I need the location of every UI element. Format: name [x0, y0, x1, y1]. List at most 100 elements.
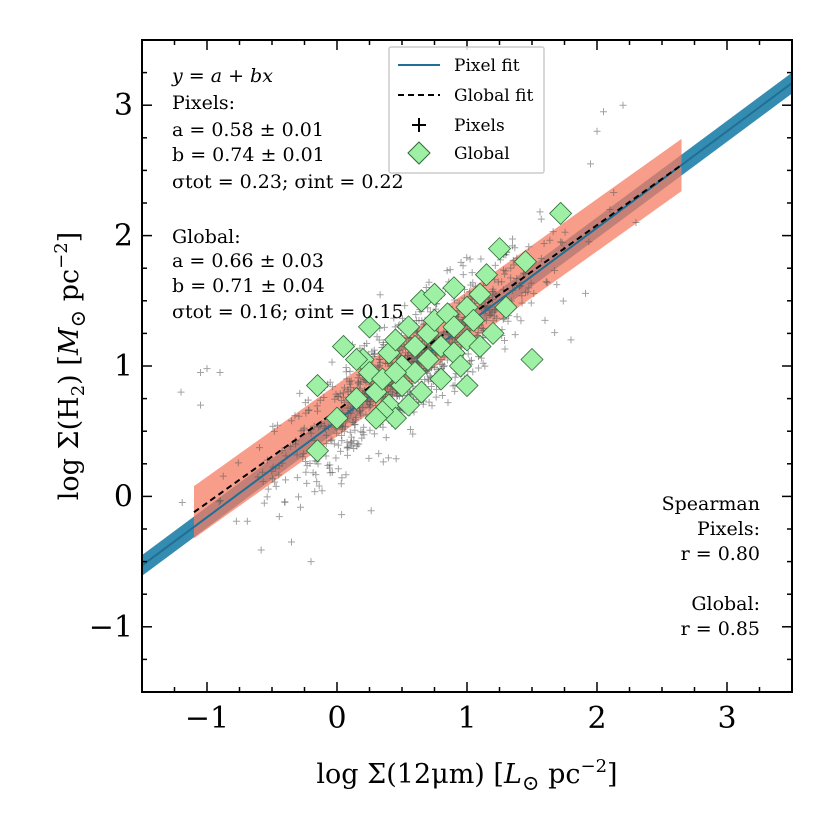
pixel-point — [517, 317, 525, 325]
global-point — [403, 360, 427, 385]
pixels-b-value: b = 0.74 ± 0.01 — [172, 144, 325, 166]
pixel-point — [375, 355, 383, 363]
pixel-point — [263, 493, 271, 501]
pixel-point — [341, 384, 349, 392]
pixel-point — [332, 454, 340, 462]
pixel-point — [509, 235, 517, 243]
pixel-point — [338, 511, 346, 519]
pixel-point — [346, 428, 354, 436]
pixel-point — [451, 373, 459, 381]
pixel-point — [409, 430, 417, 438]
spearman-global-r: r = 0.85 — [681, 618, 760, 640]
pixel-point — [399, 314, 407, 322]
pixels-sigma-value: σtot = 0.23; σint = 0.22 — [172, 171, 404, 193]
global-point — [487, 237, 512, 261]
pixel-point — [390, 314, 398, 322]
pixel-point — [348, 433, 356, 441]
pixel-point — [269, 475, 277, 483]
legend-box — [388, 46, 545, 174]
pixel-point — [288, 417, 296, 425]
pixel-point — [302, 468, 310, 476]
pixel-point — [320, 422, 328, 430]
pixel-point — [444, 399, 452, 407]
pixel-point — [320, 393, 328, 401]
y-tick-label: −1 — [89, 610, 133, 645]
pixel-point — [296, 503, 304, 511]
pixel-point — [436, 360, 444, 368]
pixel-point — [499, 315, 507, 323]
pixel-point — [500, 266, 508, 274]
pixel-point — [487, 311, 495, 319]
pixel-point — [353, 440, 361, 448]
pixel-point — [303, 479, 311, 487]
pixel-point — [542, 278, 550, 286]
global-b-value: b = 0.71 ± 0.04 — [172, 275, 325, 297]
pixel-point — [558, 239, 566, 247]
pixel-point — [375, 450, 383, 458]
pixel-point — [432, 385, 440, 393]
pixel-point — [587, 160, 594, 168]
pixel-point — [412, 311, 420, 319]
pixel-point — [463, 254, 471, 262]
pixel-point — [525, 284, 533, 292]
pixel-point — [281, 498, 289, 506]
pixel-point — [366, 426, 374, 434]
pixel-point — [370, 430, 378, 438]
pixel-point — [313, 402, 321, 410]
pixel-point — [467, 356, 475, 364]
pixel-point — [306, 459, 314, 467]
global-point — [549, 201, 573, 225]
pixel-point — [606, 206, 614, 214]
global-point — [383, 328, 408, 352]
pixel-point — [272, 482, 280, 490]
legend: Pixel fit Global fit Pixels Global — [388, 46, 545, 174]
pixel-point — [467, 281, 475, 289]
pixel-point — [511, 331, 519, 339]
pixel-point — [449, 382, 457, 390]
y-tick-label: 3 — [114, 88, 133, 123]
pixel-point — [301, 399, 309, 407]
pixel-point — [313, 478, 321, 486]
pixel-point — [343, 443, 351, 451]
global-point — [422, 282, 447, 306]
pixel-point — [310, 422, 318, 430]
pixel-point — [494, 278, 502, 286]
pixel-point — [513, 313, 521, 321]
pixel-point — [269, 422, 277, 430]
pixel-point — [295, 412, 303, 420]
axis-tick-labels: −1 0 1 2 3 −1 0 1 2 3 — [89, 88, 737, 736]
y-axis-label: log Σ(H2) [M⊙ pc−2] — [51, 232, 90, 500]
pixel-point — [347, 377, 355, 385]
pixel-point — [299, 426, 307, 434]
pixel-point — [360, 423, 368, 431]
global-point — [468, 334, 492, 359]
global-point — [513, 250, 538, 274]
pixels-a-value: a = 0.58 ± 0.01 — [172, 119, 324, 141]
pixel-point — [527, 299, 535, 307]
pixel-point — [234, 459, 242, 467]
pixel-point — [415, 316, 423, 324]
pixel-point — [468, 269, 476, 277]
pixel-point — [491, 312, 499, 320]
pixel-point — [296, 389, 304, 397]
x-tick-label: 3 — [717, 701, 736, 736]
pixel-point — [504, 317, 512, 325]
pixel-point — [302, 409, 310, 417]
pixel-point — [432, 393, 440, 401]
pixel-point — [527, 279, 535, 287]
pixel-point — [585, 238, 593, 246]
pixel-point — [524, 288, 532, 296]
pixel-point — [379, 458, 387, 466]
pixel-point — [256, 444, 264, 452]
pixel-point — [219, 472, 227, 480]
global-sigma-value: σtot = 0.16; σint = 0.15 — [172, 301, 404, 323]
pixel-point — [632, 219, 640, 227]
global-point — [403, 334, 427, 359]
pixel-point — [344, 388, 352, 396]
pixel-point — [427, 382, 435, 390]
pixel-point — [537, 215, 545, 223]
global-point — [429, 367, 453, 391]
pixel-point — [551, 329, 559, 337]
pixel-point — [197, 369, 204, 377]
x-tick-label: 1 — [457, 701, 476, 736]
